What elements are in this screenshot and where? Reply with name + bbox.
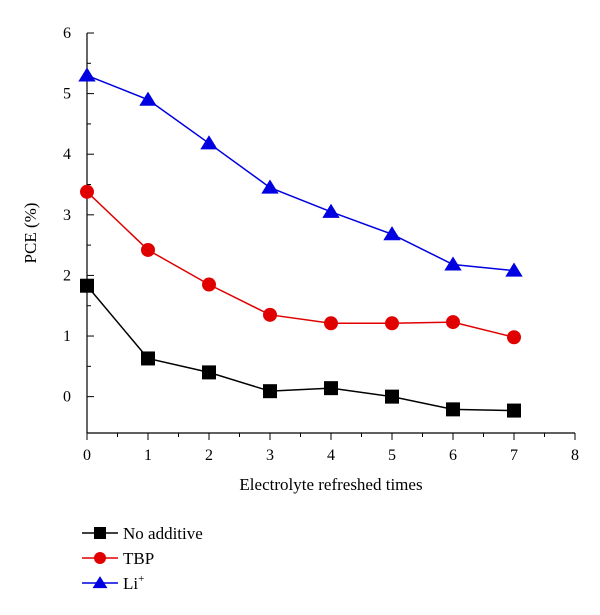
legend: No additive TBP Li+ <box>82 524 203 593</box>
data-point <box>141 242 155 257</box>
data-point <box>322 203 340 218</box>
data-point <box>385 389 399 404</box>
data-point <box>446 402 460 417</box>
legend-marker <box>92 576 108 589</box>
legend-marker <box>94 527 106 539</box>
x-tick-label: 8 <box>571 447 579 464</box>
x-axis-title: Electrolyte refreshed times <box>239 475 422 494</box>
x-tick-label: 4 <box>327 447 335 464</box>
data-point <box>80 278 94 293</box>
data-point <box>385 316 399 331</box>
series-line <box>86 191 515 338</box>
legend-item: No additive <box>82 524 203 543</box>
y-tick-label: 3 <box>63 207 71 224</box>
data-point <box>444 256 462 271</box>
data-point <box>139 91 157 106</box>
data-point <box>324 381 338 396</box>
data-point <box>507 330 521 345</box>
data-point <box>141 351 155 366</box>
data-point <box>202 277 216 292</box>
legend-label: Li+ <box>123 573 144 593</box>
y-tick-label: 1 <box>63 328 71 345</box>
data-point <box>324 316 338 331</box>
y-tick-label: 2 <box>63 267 71 284</box>
axes: 0 1 2 3 4 5 6 7 8 0 1 2 3 4 5 6 <box>63 25 579 464</box>
y-tick-label: 0 <box>63 389 71 406</box>
series-2 <box>80 184 521 345</box>
x-tick-label: 2 <box>205 447 213 464</box>
data-point <box>200 135 218 150</box>
y-axis-title: PCE (%) <box>21 203 40 264</box>
series-1 <box>80 278 521 418</box>
data-point <box>383 226 401 241</box>
x-tick-label: 3 <box>266 447 274 464</box>
data-point <box>263 307 277 322</box>
y-tick-label: 4 <box>63 146 71 163</box>
data-point <box>263 384 277 399</box>
data-point <box>261 179 279 194</box>
data-point <box>80 184 94 199</box>
data-point <box>505 262 523 277</box>
y-tick-label: 5 <box>63 86 71 103</box>
data-point <box>507 403 521 418</box>
data-point <box>202 365 216 380</box>
x-tick-label: 0 <box>83 447 91 464</box>
x-tick-label: 1 <box>144 447 152 464</box>
series-layer <box>78 67 523 418</box>
series-line <box>86 74 515 272</box>
series-3 <box>78 67 523 277</box>
data-point <box>446 315 460 330</box>
data-point <box>78 67 96 82</box>
x-tick-label: 5 <box>388 447 396 464</box>
y-tick-label: 6 <box>63 25 71 42</box>
legend-marker <box>94 552 106 564</box>
series-line <box>86 285 515 412</box>
legend-label: TBP <box>123 549 154 568</box>
legend-label: No additive <box>123 524 203 543</box>
legend-item: Li+ <box>82 573 144 593</box>
legend-item: TBP <box>82 549 154 568</box>
x-tick-label: 6 <box>449 447 457 464</box>
x-tick-label: 7 <box>510 447 518 464</box>
